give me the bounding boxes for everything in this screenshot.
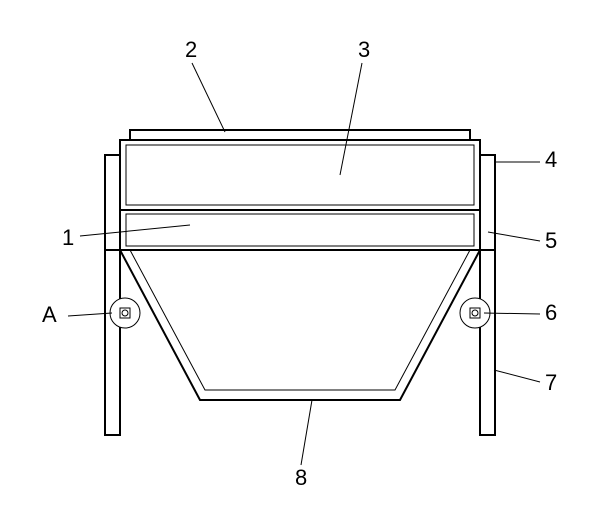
- top-plate: [130, 130, 470, 140]
- post-upper-right: [480, 155, 495, 250]
- post-upper-left: [105, 155, 120, 250]
- label-L6: 6: [545, 300, 557, 325]
- label-L1: 1: [62, 225, 74, 250]
- post-lower-left: [105, 250, 120, 435]
- label-L7: 7: [545, 370, 557, 395]
- label-L8: 8: [295, 465, 307, 490]
- pivot-left: [110, 298, 140, 328]
- box-lower: [120, 210, 480, 250]
- label-L3: 3: [358, 37, 370, 62]
- label-L4: 4: [545, 147, 557, 172]
- diagram: [105, 130, 495, 435]
- post-lower-right: [480, 250, 495, 435]
- label-L2: 2: [185, 37, 197, 62]
- hopper-outer: [120, 250, 480, 400]
- leader-L7: [494, 370, 540, 382]
- leader-L8: [301, 400, 312, 465]
- label-A: A: [42, 302, 57, 327]
- leader-L2: [192, 63, 225, 132]
- box-upper: [120, 140, 480, 210]
- label-L5: 5: [545, 228, 557, 253]
